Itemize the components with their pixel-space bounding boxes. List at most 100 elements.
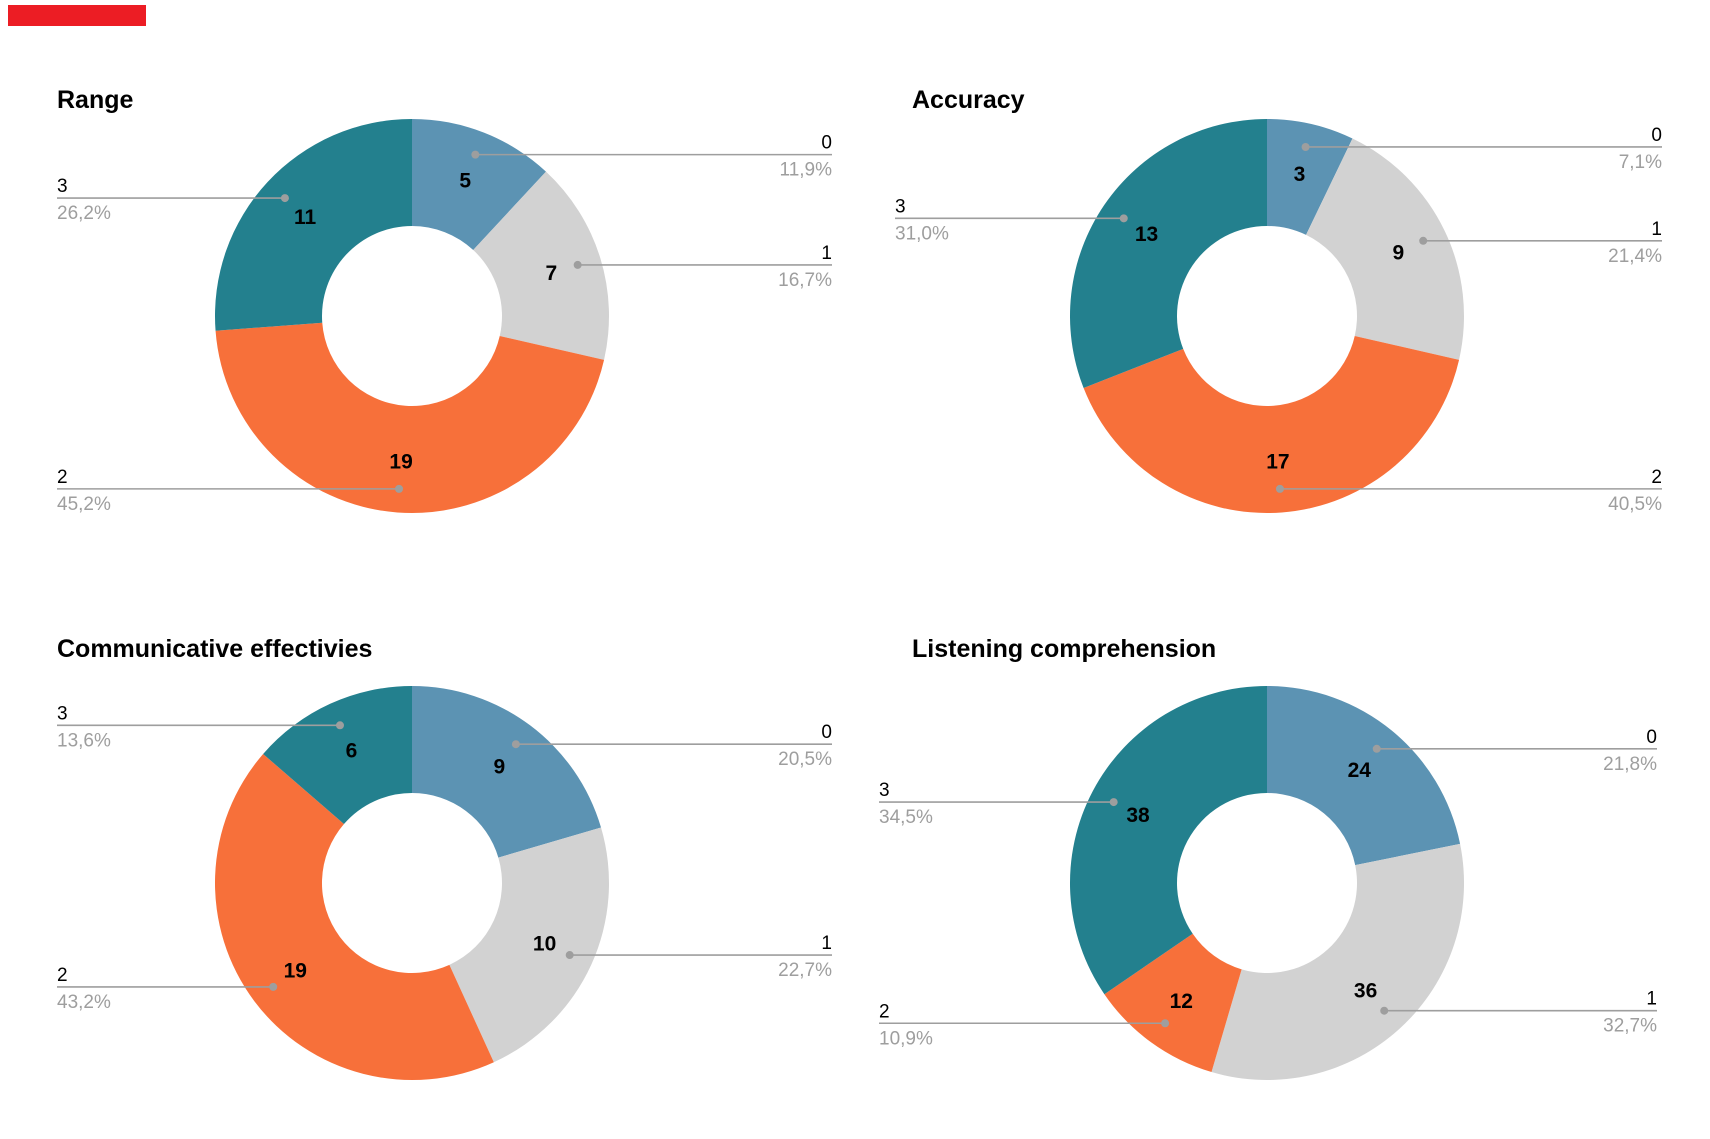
pie-slice-0 — [412, 119, 546, 251]
labels-layer-1: 3 0 7,1% 9 1 21,4% 17 2 40,5% 13 3 31,0% — [895, 125, 1662, 515]
value-label-1: 10 — [533, 933, 556, 956]
pie-slice-3 — [1070, 119, 1267, 388]
callout-category-label-3: 3 — [879, 780, 890, 801]
leader-dot-1 — [1380, 1006, 1389, 1015]
callout-category-label-3: 3 — [57, 703, 68, 724]
leader-dot-2 — [269, 982, 278, 991]
leader-dot-1 — [573, 260, 582, 269]
leader-dot-0 — [1372, 744, 1381, 753]
pie-slice-2 — [214, 753, 494, 1081]
donut-chart-communicative-effectivies: 9 0 20,5% 10 1 22,7% 19 2 43,2% 6 3 13,6% — [0, 567, 855, 1134]
value-label-1: 9 — [1392, 242, 1404, 265]
pie-slice-3 — [214, 119, 412, 331]
pie-slice-2 — [1083, 336, 1460, 513]
callout-category-label-3: 3 — [57, 176, 68, 197]
pie-slice-0 — [1267, 119, 1353, 235]
value-label-1: 7 — [545, 262, 557, 285]
value-label-3: 38 — [1126, 804, 1150, 827]
chart-panel-communicative-effectivies: Communicative effectivies 9 0 20,5% 10 1 22,7… — [0, 567, 855, 1134]
value-label-2: 19 — [389, 450, 412, 473]
donut-svg-1: 3 0 7,1% 9 1 21,4% 17 2 40,5% 13 3 31,0% — [895, 119, 1662, 515]
callout-percent-label-2: 45,2% — [57, 494, 111, 515]
pie-slice-2 — [1104, 933, 1242, 1073]
pie-slice-1 — [473, 171, 609, 360]
labels-layer-3: 24 0 21,8% 36 1 32,7% 12 2 10,9% 38 3 34,5% — [879, 727, 1657, 1049]
leader-dot-3 — [1109, 798, 1118, 807]
value-label-3: 13 — [1135, 223, 1158, 246]
pie-slice-2 — [215, 322, 605, 514]
leader-dot-3 — [335, 721, 344, 730]
leader-dot-2 — [1275, 484, 1284, 493]
pie-slice-0 — [1267, 686, 1461, 866]
leader-dot-0 — [471, 150, 480, 159]
callout-percent-label-0: 21,8% — [1603, 754, 1657, 775]
callout-category-label-1: 1 — [1651, 219, 1662, 240]
callout-category-label-0: 0 — [1646, 727, 1657, 748]
leader-dot-3 — [1119, 214, 1128, 223]
callout-percent-label-2: 10,9% — [879, 1028, 933, 1049]
callout-percent-label-1: 21,4% — [1608, 246, 1662, 267]
value-label-2: 19 — [284, 959, 307, 982]
callout-category-label-1: 1 — [1646, 989, 1657, 1010]
callout-percent-label-1: 22,7% — [778, 960, 832, 981]
chart-panel-listening-comprehension: Listening comprehension 24 0 21,8% 36 1 32,7%… — [855, 567, 1710, 1134]
callout-percent-label-3: 26,2% — [57, 203, 111, 224]
callout-category-label-0: 0 — [1651, 125, 1662, 146]
callout-category-label-2: 2 — [57, 965, 68, 986]
value-label-0: 24 — [1348, 759, 1372, 782]
callout-percent-label-1: 16,7% — [778, 270, 832, 291]
value-label-0: 5 — [459, 169, 471, 192]
pie-slice-1 — [1306, 138, 1465, 360]
chart-title-range: Range — [57, 86, 134, 114]
callout-category-label-3: 3 — [895, 196, 906, 217]
pie-slice-0 — [412, 686, 602, 858]
callout-percent-label-3: 13,6% — [57, 730, 111, 751]
labels-layer-0: 5 0 11,9% 7 1 16,7% 19 2 45,2% 11 3 26,2% — [57, 133, 832, 515]
donut-svg-2: 9 0 20,5% 10 1 22,7% 19 2 43,2% 6 3 13,6% — [57, 686, 832, 1081]
value-label-3: 11 — [294, 206, 317, 229]
red-marker-bar — [8, 5, 146, 26]
callout-percent-label-3: 31,0% — [895, 223, 949, 244]
leader-dot-2 — [395, 484, 404, 493]
chart-panel-accuracy: Accuracy 3 0 7,1% 9 1 21,4% 17 2 40,5% 13 3 31,0% — [855, 0, 1710, 567]
callout-percent-label-0: 11,9% — [780, 160, 833, 181]
callout-percent-label-1: 32,7% — [1603, 1016, 1657, 1037]
callout-category-label-0: 0 — [821, 133, 832, 154]
callout-category-label-1: 1 — [821, 243, 832, 264]
donut-svg-0: 5 0 11,9% 7 1 16,7% 19 2 45,2% 11 3 26,2% — [57, 119, 832, 515]
leader-dot-3 — [280, 194, 289, 203]
callout-percent-label-2: 43,2% — [57, 992, 111, 1013]
chart-panel-range: Range 5 0 11,9% 7 1 16,7% 19 2 45,2% 11 3 26,2% — [0, 0, 855, 567]
leader-dot-2 — [1161, 1019, 1170, 1028]
donut-chart-range: 5 0 11,9% 7 1 16,7% 19 2 45,2% 11 3 26,2% — [0, 0, 855, 567]
pie-slice-1 — [1211, 843, 1465, 1081]
labels-layer-2: 9 0 20,5% 10 1 22,7% 19 2 43,2% 6 3 13,6% — [57, 703, 832, 1013]
donut-chart-accuracy: 3 0 7,1% 9 1 21,4% 17 2 40,5% 13 3 31,0% — [855, 0, 1710, 567]
callout-category-label-2: 2 — [1651, 467, 1662, 488]
chart-title-communicative-effectivies: Communicative effectivies — [57, 635, 373, 663]
value-label-2: 12 — [1170, 990, 1193, 1013]
leader-dot-0 — [1301, 142, 1310, 151]
callout-category-label-2: 2 — [57, 467, 68, 488]
leader-dot-1 — [565, 951, 574, 960]
value-label-0: 9 — [494, 755, 506, 778]
callout-category-label-2: 2 — [879, 1001, 890, 1022]
donut-svg-3: 24 0 21,8% 36 1 32,7% 12 2 10,9% 38 3 34,5% — [879, 686, 1657, 1081]
chart-title-listening-comprehension: Listening comprehension — [912, 635, 1217, 663]
value-label-2: 17 — [1266, 450, 1289, 473]
value-label-1: 36 — [1354, 979, 1377, 1002]
chart-title-accuracy: Accuracy — [912, 86, 1025, 114]
callout-category-label-1: 1 — [821, 933, 832, 954]
pie-slice-3 — [263, 686, 412, 825]
callout-percent-label-0: 7,1% — [1619, 152, 1662, 173]
callout-percent-label-3: 34,5% — [879, 807, 933, 828]
callout-percent-label-0: 20,5% — [778, 749, 832, 770]
pie-slice-3 — [1069, 686, 1267, 995]
callout-percent-label-2: 40,5% — [1608, 494, 1662, 515]
value-label-3: 6 — [346, 739, 358, 762]
callout-category-label-0: 0 — [821, 722, 832, 743]
leader-dot-0 — [511, 740, 520, 749]
value-label-0: 3 — [1294, 163, 1306, 186]
leader-dot-1 — [1419, 236, 1428, 245]
